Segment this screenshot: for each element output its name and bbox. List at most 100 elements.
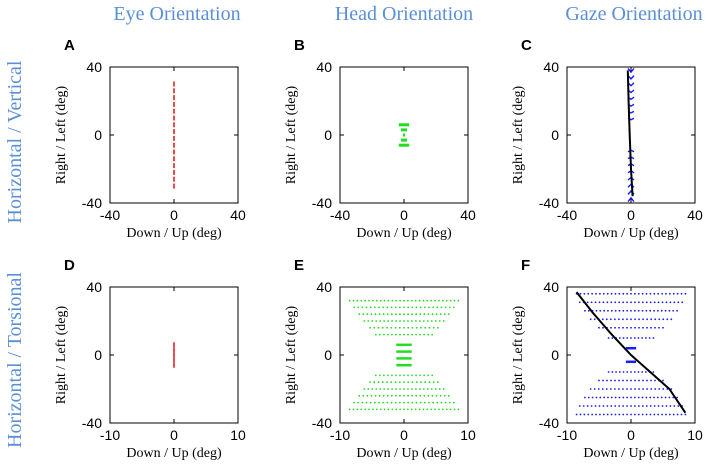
data-point xyxy=(370,394,373,397)
data-point xyxy=(618,396,621,399)
data-point xyxy=(677,301,680,304)
data-point xyxy=(646,318,649,321)
data-point xyxy=(618,337,621,339)
data-point xyxy=(427,394,430,397)
data-point xyxy=(394,313,397,316)
x-tick-label: -40 xyxy=(330,207,350,223)
data-point xyxy=(448,401,451,404)
data-point xyxy=(626,371,629,373)
data-point xyxy=(399,408,402,411)
data-point xyxy=(430,320,433,322)
data-point xyxy=(622,326,624,329)
data-point xyxy=(641,413,644,416)
data-point xyxy=(447,394,450,397)
data-point xyxy=(634,301,636,304)
data-point xyxy=(364,299,367,302)
data-point xyxy=(602,326,604,329)
data-point xyxy=(403,320,405,322)
data-point xyxy=(382,306,385,309)
data-point xyxy=(622,337,625,339)
data-point xyxy=(419,313,422,316)
data-point xyxy=(403,374,405,377)
y-axis-label: Right / Left (deg) xyxy=(54,85,69,184)
data-point xyxy=(431,394,434,397)
data-point xyxy=(367,388,370,390)
data-point xyxy=(637,405,640,407)
data-point xyxy=(602,413,605,416)
data-point xyxy=(610,292,613,295)
data-point xyxy=(645,405,648,407)
data-point xyxy=(415,313,418,316)
data-point xyxy=(656,309,659,312)
x-tick-label: 40 xyxy=(230,207,246,223)
y-tick-label: 40 xyxy=(86,279,102,295)
data-point xyxy=(622,309,625,312)
data-point xyxy=(398,401,401,404)
data-point xyxy=(428,326,431,329)
data-point xyxy=(637,371,640,373)
data-point xyxy=(593,318,596,321)
data-point xyxy=(622,405,625,407)
data-point xyxy=(641,396,644,399)
data-point xyxy=(395,388,397,390)
data-point xyxy=(670,318,673,321)
x-axis-label: Down / Up (deg) xyxy=(583,446,679,461)
data-point xyxy=(407,306,410,309)
data-point xyxy=(661,413,663,416)
data-point xyxy=(378,333,381,336)
data-point xyxy=(449,408,452,411)
data-point xyxy=(399,394,401,397)
data-point xyxy=(391,388,393,390)
data-point xyxy=(642,318,644,321)
data-point xyxy=(445,408,448,411)
data-point xyxy=(606,405,609,407)
data-point xyxy=(638,326,640,329)
data-point xyxy=(645,371,647,373)
data-point xyxy=(432,381,435,384)
data-point xyxy=(382,401,385,404)
data-point xyxy=(443,394,446,397)
data-point xyxy=(423,394,426,397)
y-tick-label: -40 xyxy=(312,195,332,211)
data-point xyxy=(637,292,640,295)
data-point xyxy=(391,299,394,302)
x-axis-label: Down / Up (deg) xyxy=(356,226,452,241)
data-point xyxy=(373,381,376,384)
data-point xyxy=(645,396,648,399)
x-tick-label: -40 xyxy=(557,207,577,223)
data-point xyxy=(653,309,655,312)
data-point xyxy=(614,405,617,407)
y-axis-label: Right / Left (deg) xyxy=(54,305,69,404)
y-axis-label: Right / Left (deg) xyxy=(511,85,526,184)
data-point xyxy=(676,292,679,295)
data-point xyxy=(356,408,359,411)
plot-frame xyxy=(109,66,239,204)
data-point xyxy=(419,401,422,404)
data-point xyxy=(422,388,425,390)
data-point xyxy=(598,379,600,382)
data-point xyxy=(606,379,608,382)
x-axis-label: Down / Up (deg) xyxy=(583,226,679,241)
data-point xyxy=(626,413,629,416)
data-point xyxy=(641,337,644,339)
data-point xyxy=(375,388,378,390)
data-point xyxy=(630,337,632,339)
data-point xyxy=(578,301,581,304)
y-tick-label: -40 xyxy=(82,195,102,211)
data-point xyxy=(610,396,613,399)
data-point xyxy=(453,299,456,302)
data-point xyxy=(394,306,397,309)
data-point xyxy=(673,405,676,407)
data-point xyxy=(415,333,417,336)
y-tick-label: -40 xyxy=(312,415,332,431)
data-point xyxy=(622,388,624,390)
data-point xyxy=(358,313,361,316)
data-point xyxy=(422,320,425,322)
data-point xyxy=(390,394,393,397)
data-point xyxy=(610,413,613,416)
data-point xyxy=(603,309,606,312)
y-tick-label: 0 xyxy=(324,347,332,363)
data-point xyxy=(381,326,384,329)
data-point xyxy=(387,299,390,302)
data-point xyxy=(630,413,632,416)
